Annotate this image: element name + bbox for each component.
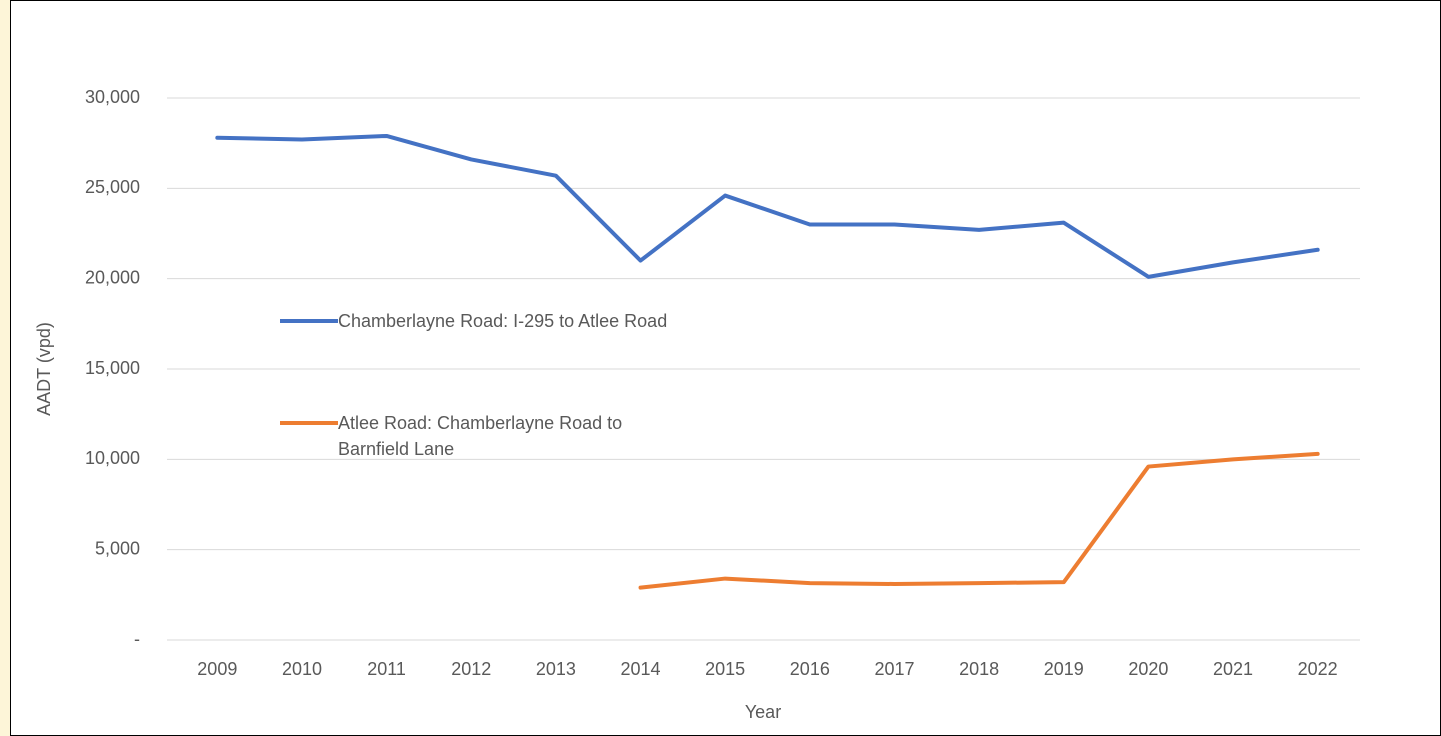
legend-entry: Chamberlayne Road: I-295 to Atlee Road bbox=[280, 308, 698, 334]
legend-entry: Atlee Road: Chamberlayne Road to Barnfie… bbox=[280, 410, 698, 462]
x-tick-label: 2022 bbox=[1298, 659, 1338, 679]
line-series bbox=[215, 133, 1320, 279]
x-tick-label: 2009 bbox=[197, 659, 237, 679]
x-tick-label: 2019 bbox=[1044, 659, 1084, 679]
legend-swatch bbox=[280, 319, 338, 323]
y-tick-label: 10,000 bbox=[85, 448, 140, 468]
chart-frame bbox=[10, 0, 1441, 736]
y-tick-label: 20,000 bbox=[85, 267, 140, 287]
x-tick-label: 2010 bbox=[282, 659, 322, 679]
y-tick-label: 15,000 bbox=[85, 358, 140, 378]
legend-label: Chamberlayne Road: I-295 to Atlee Road bbox=[338, 311, 668, 331]
y-tick-label: 25,000 bbox=[85, 177, 140, 197]
x-tick-label: 2015 bbox=[705, 659, 745, 679]
y-tick-label: 30,000 bbox=[85, 87, 140, 107]
x-axis-title: Year bbox=[745, 702, 781, 722]
x-tick-label: 2013 bbox=[536, 659, 576, 679]
line-series bbox=[638, 451, 1320, 590]
x-tick-label: 2016 bbox=[790, 659, 830, 679]
y-axis-title: AADT (vpd) bbox=[34, 322, 54, 416]
y-tick-label: - bbox=[134, 629, 140, 649]
x-tick-label: 2011 bbox=[367, 659, 406, 679]
x-tick-label: 2020 bbox=[1128, 659, 1168, 679]
legend-swatch bbox=[280, 421, 338, 425]
legend-label: Atlee Road: Chamberlayne Road to Barnfie… bbox=[338, 413, 623, 459]
x-tick-label: 2017 bbox=[874, 659, 914, 679]
x-tick-label: 2012 bbox=[451, 659, 491, 679]
x-tick-label: 2014 bbox=[621, 659, 661, 679]
x-tick-label: 2018 bbox=[959, 659, 999, 679]
x-tick-label: 2021 bbox=[1213, 659, 1253, 679]
y-tick-label: 5,000 bbox=[95, 538, 140, 558]
